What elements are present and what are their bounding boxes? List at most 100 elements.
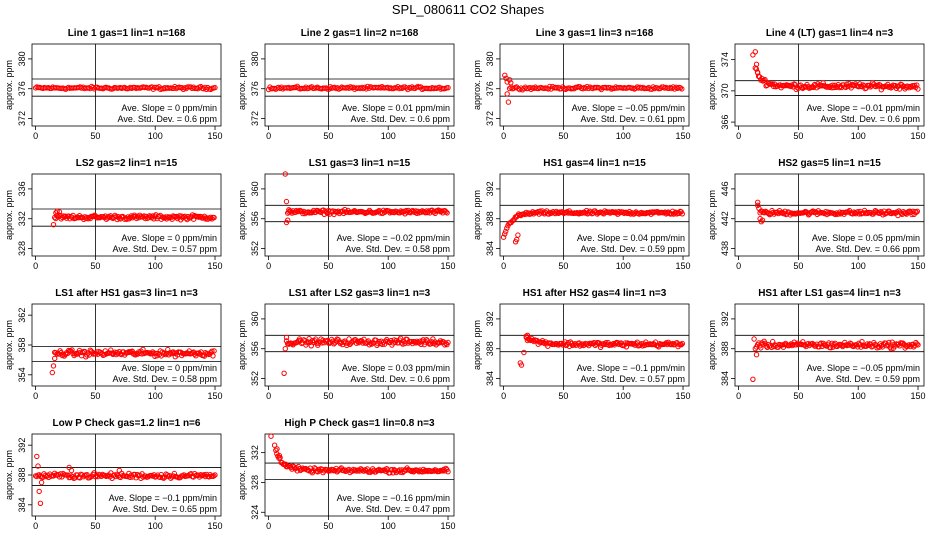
data-point <box>58 471 64 477</box>
data-point <box>752 346 758 352</box>
y-axis-label: approx. ppm <box>237 60 247 110</box>
data-point <box>505 99 512 105</box>
x-tick-label: 150 <box>676 131 691 141</box>
data-point <box>508 80 514 86</box>
data-point <box>914 341 920 347</box>
plot-frame <box>734 43 925 127</box>
y-axis-label: approx. ppm <box>707 190 717 240</box>
y-tick-label: 392 <box>17 438 27 453</box>
x-tick-label: 0 <box>501 261 506 271</box>
x-tick-label: 150 <box>441 261 456 271</box>
data-point <box>678 342 684 348</box>
ave-std-dev-annotation: Ave. Std. Dev. = 0.57 ppm <box>113 244 217 254</box>
panel-title: Line 4 (LT) gas=1 lin=4 n=3 <box>766 28 894 39</box>
panel-14: High P Check gas=1 lin=0.8 n=3 0 50 100 150 3… <box>237 418 456 531</box>
data-point <box>915 86 921 92</box>
x-tick-label: 0 <box>266 131 271 141</box>
x-tick-label: 100 <box>148 521 163 531</box>
data-points <box>750 49 921 93</box>
data-point <box>677 85 684 91</box>
panel-5: LS2 gas=2 lin=1 n=15 0 50 100 150 328 332 336ap… <box>4 158 223 271</box>
data-point <box>443 209 449 215</box>
data-point <box>59 352 65 359</box>
data-point <box>134 471 141 478</box>
panel-7: HS1 gas=4 lin=1 n=15 0 50 100 150 384 388 392ap… <box>472 158 691 271</box>
ave-std-dev-annotation: Ave. Std. Dev. = 0.61 ppm <box>581 114 685 124</box>
data-points <box>32 83 218 93</box>
data-point <box>49 369 55 376</box>
panel-title: LS1 after LS2 gas=3 lin=1 n=3 <box>289 288 431 299</box>
y-tick-label: 442 <box>720 211 730 226</box>
data-point <box>160 475 167 481</box>
y-tick-label: 380 <box>485 51 495 66</box>
plot-frame <box>734 303 925 387</box>
panel-8: HS2 gas=5 lin=1 n=15 0 50 100 150 438 442 446ap… <box>707 158 926 271</box>
data-point <box>755 199 761 206</box>
data-point <box>445 85 451 91</box>
x-tick-label: 100 <box>381 521 396 531</box>
panel-11: HS1 after HS2 gas=4 lin=1 n=3 0 50 100 150 38… <box>472 288 691 401</box>
data-point <box>38 479 45 486</box>
y-axis-label: approx. ppm <box>4 450 14 500</box>
data-points <box>32 453 218 506</box>
plot-frame <box>264 433 455 517</box>
x-tick-label: 100 <box>616 391 631 401</box>
ave-slope-annotation: Ave. Slope = 0 ppm/min <box>121 233 217 243</box>
x-tick-label: 0 <box>736 391 741 401</box>
data-point <box>68 467 75 474</box>
panel-12: HS1 after LS1 gas=4 lin=1 n=3 0 50 100 150 38… <box>707 288 926 401</box>
data-point <box>836 84 842 91</box>
panel-3: Line 3 gas=1 lin=3 n=168 0 50 100 150 372 376 3… <box>472 28 691 141</box>
y-tick-label: 358 <box>17 337 27 352</box>
data-point <box>762 77 768 83</box>
data-point <box>53 350 59 356</box>
data-point <box>521 349 527 356</box>
data-point <box>367 340 374 346</box>
data-points <box>755 199 920 225</box>
data-point <box>787 342 793 348</box>
data-point <box>283 334 290 341</box>
data-point <box>35 463 41 469</box>
data-point <box>198 472 204 478</box>
data-point <box>195 213 201 220</box>
y-axis-label: approx. ppm <box>4 320 14 370</box>
panel-10: LS1 after LS2 gas=3 lin=1 n=3 0 50 100 150 35… <box>237 288 456 401</box>
data-point <box>418 341 424 347</box>
x-tick-label: 150 <box>441 391 456 401</box>
y-tick-label: 388 <box>17 467 27 482</box>
y-tick-label: 356 <box>250 341 260 356</box>
ave-slope-annotation: Ave. Slope = −0.16 ppm/min <box>337 493 450 503</box>
ave-slope-annotation: Ave. Slope = −0.1 ppm/min <box>109 493 217 503</box>
x-tick-label: 50 <box>90 391 100 401</box>
ave-slope-annotation: Ave. Slope = −0.1 ppm/min <box>577 363 685 373</box>
y-axis-label: approx. ppm <box>472 60 482 110</box>
y-tick-label: 374 <box>720 52 730 67</box>
panel-9: LS1 after HS1 gas=3 lin=1 n=3 0 50 100 150 35… <box>4 288 223 401</box>
x-tick-label: 100 <box>851 391 866 401</box>
panel-title: High P Check gas=1 lin=0.8 n=3 <box>284 418 435 429</box>
x-tick-label: 0 <box>33 261 38 271</box>
y-axis-label: approx. ppm <box>237 320 247 370</box>
y-tick-label: 366 <box>720 115 730 130</box>
x-tick-label: 150 <box>208 521 223 531</box>
y-tick-label: 372 <box>250 111 260 126</box>
data-point <box>913 209 919 216</box>
plot-frame <box>499 303 690 387</box>
x-tick-label: 150 <box>441 521 456 531</box>
y-tick-label: 328 <box>17 241 27 256</box>
data-point <box>753 61 760 68</box>
data-point <box>150 473 156 479</box>
data-point <box>540 339 547 346</box>
x-tick-label: 0 <box>501 131 506 141</box>
x-tick-label: 150 <box>208 391 223 401</box>
panel-title: Low P Check gas=1.2 lin=1 n=6 <box>53 418 201 429</box>
x-tick-label: 150 <box>208 261 223 271</box>
data-point <box>34 453 40 460</box>
data-point <box>580 86 586 92</box>
x-tick-label: 0 <box>266 391 271 401</box>
y-tick-label: 384 <box>720 371 730 386</box>
data-points <box>268 433 451 476</box>
y-axis-label: approx. ppm <box>237 450 247 500</box>
ave-std-dev-annotation: Ave. Std. Dev. = 0.6 ppm <box>821 114 920 124</box>
data-point <box>911 344 917 350</box>
